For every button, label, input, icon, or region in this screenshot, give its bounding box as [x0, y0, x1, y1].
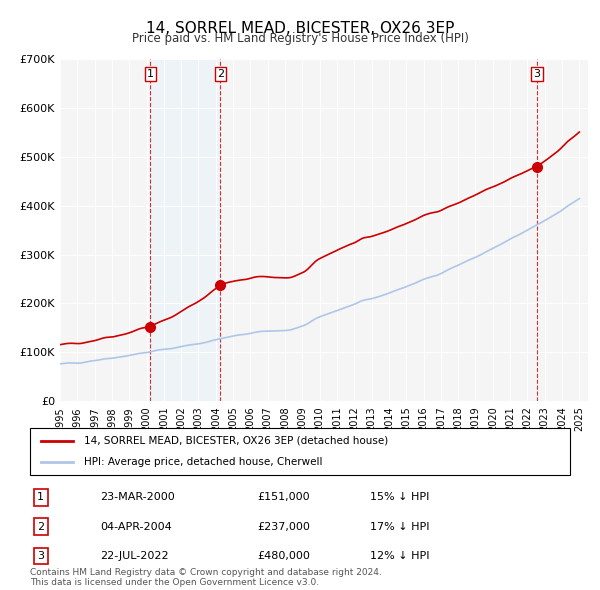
- Text: 14, SORREL MEAD, BICESTER, OX26 3EP: 14, SORREL MEAD, BICESTER, OX26 3EP: [146, 21, 454, 35]
- Text: 2: 2: [217, 69, 224, 79]
- FancyBboxPatch shape: [30, 428, 570, 475]
- Text: 3: 3: [533, 69, 541, 79]
- Text: 14, SORREL MEAD, BICESTER, OX26 3EP (detached house): 14, SORREL MEAD, BICESTER, OX26 3EP (det…: [84, 436, 388, 446]
- Text: 23-MAR-2000: 23-MAR-2000: [100, 492, 175, 502]
- Text: 15% ↓ HPI: 15% ↓ HPI: [370, 492, 430, 502]
- Text: 2: 2: [37, 522, 44, 532]
- Text: £480,000: £480,000: [257, 551, 310, 561]
- Text: Contains HM Land Registry data © Crown copyright and database right 2024.
This d: Contains HM Land Registry data © Crown c…: [30, 568, 382, 587]
- Bar: [151, 59, 220, 401]
- Text: £237,000: £237,000: [257, 522, 310, 532]
- Text: 3: 3: [37, 551, 44, 561]
- Text: 22-JUL-2022: 22-JUL-2022: [100, 551, 169, 561]
- Text: Price paid vs. HM Land Registry's House Price Index (HPI): Price paid vs. HM Land Registry's House …: [131, 32, 469, 45]
- Text: £151,000: £151,000: [257, 492, 310, 502]
- Text: 17% ↓ HPI: 17% ↓ HPI: [370, 522, 430, 532]
- Text: HPI: Average price, detached house, Cherwell: HPI: Average price, detached house, Cher…: [84, 457, 323, 467]
- Text: 12% ↓ HPI: 12% ↓ HPI: [370, 551, 430, 561]
- Text: 1: 1: [37, 492, 44, 502]
- Text: 1: 1: [147, 69, 154, 79]
- Text: 04-APR-2004: 04-APR-2004: [100, 522, 172, 532]
